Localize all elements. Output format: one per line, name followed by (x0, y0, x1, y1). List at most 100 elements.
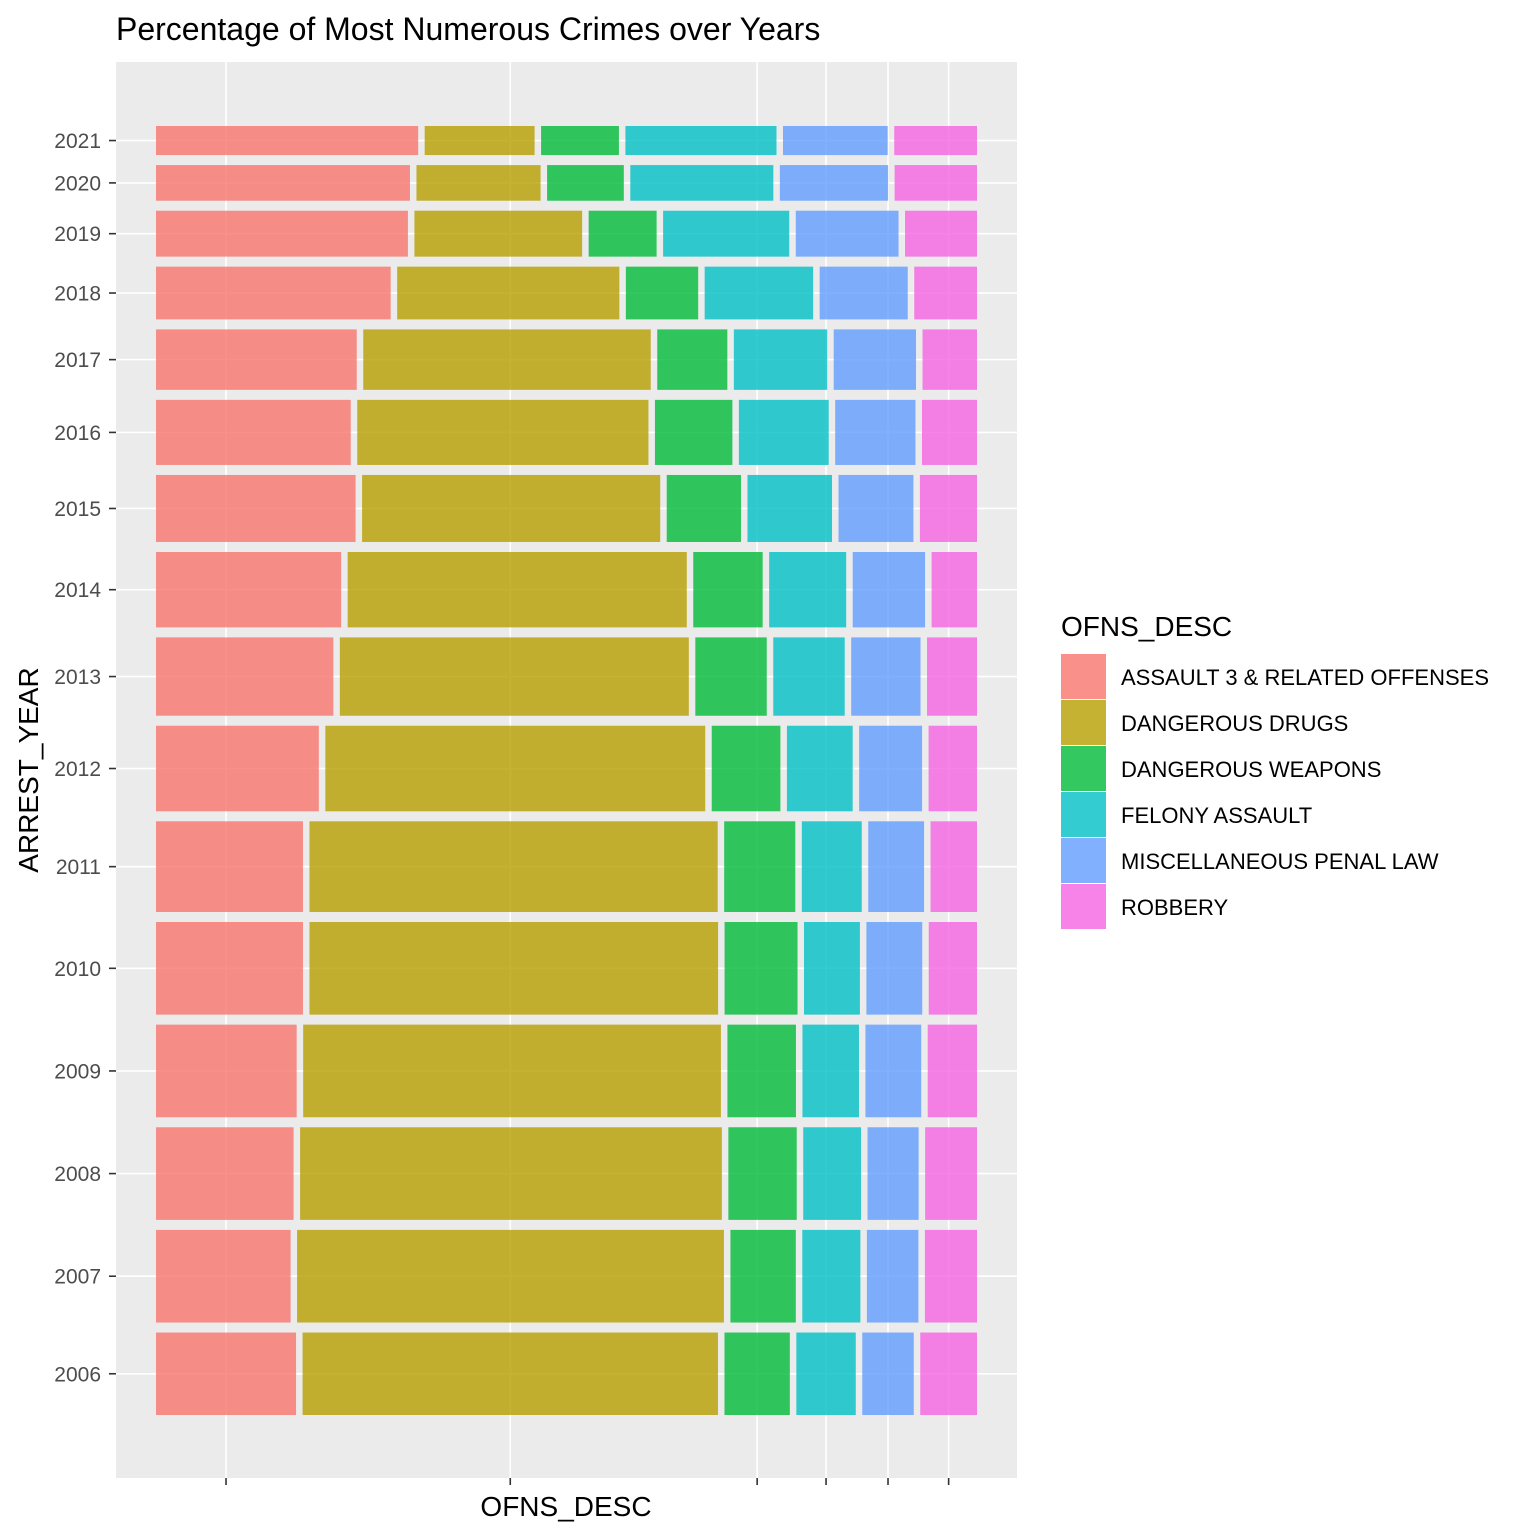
y-tick-label-2013: 2013 (54, 666, 101, 689)
tile-2015-5 (838, 474, 914, 542)
tile-2015-1 (156, 474, 356, 542)
tile-2013-3 (695, 637, 767, 716)
tile-2013-6 (927, 637, 977, 716)
tile-2014-3 (693, 551, 763, 628)
tile-2017-6 (922, 329, 977, 390)
tile-2014-2 (347, 551, 687, 628)
tile-2020-3 (547, 165, 624, 201)
tile-2016-6 (921, 399, 977, 465)
tile-2008-5 (867, 1127, 919, 1220)
legend-label-6: ROBBERY (1121, 895, 1229, 920)
tile-2007-5 (866, 1229, 919, 1323)
tile-2021-6 (894, 126, 977, 156)
tile-2008-1 (156, 1127, 294, 1220)
tile-2020-1 (156, 165, 410, 201)
tile-2015-3 (666, 474, 741, 542)
tile-2008-3 (728, 1127, 797, 1220)
y-tick-label-2014: 2014 (54, 579, 101, 602)
tile-2020-4 (630, 165, 774, 201)
y-tick-label-2015: 2015 (54, 498, 101, 521)
tile-2019-5 (795, 210, 899, 257)
tile-2011-3 (724, 821, 796, 912)
tile-2012-6 (928, 725, 977, 812)
tile-2017-1 (156, 329, 357, 390)
tile-2018-2 (397, 266, 620, 320)
tile-2013-2 (339, 637, 689, 716)
tile-2007-3 (730, 1229, 796, 1323)
tile-2010-3 (724, 922, 798, 1015)
tile-2010-2 (309, 922, 719, 1015)
tile-2008-4 (803, 1127, 862, 1220)
tile-2011-2 (309, 821, 718, 912)
tile-2014-4 (769, 551, 847, 628)
tile-2017-5 (833, 329, 917, 390)
tile-2014-1 (156, 551, 342, 628)
tile-2016-4 (738, 399, 829, 465)
y-tick-label-2007: 2007 (54, 1266, 101, 1289)
tile-2021-2 (424, 126, 535, 156)
tile-2011-5 (868, 821, 925, 912)
legend-key-3 (1061, 746, 1106, 791)
tile-2021-3 (541, 126, 619, 156)
tile-2021-5 (782, 126, 888, 156)
tile-2013-4 (773, 637, 845, 716)
tile-2008-2 (300, 1127, 722, 1220)
y-tick-label-2011: 2011 (56, 856, 101, 879)
tile-2012-5 (859, 725, 923, 812)
tile-2013-1 (156, 637, 334, 716)
y-tick-label-2016: 2016 (54, 422, 101, 445)
tile-2009-1 (156, 1024, 297, 1118)
tile-2016-1 (156, 399, 351, 465)
y-tick-label-2020: 2020 (54, 172, 101, 195)
tile-2020-6 (894, 165, 977, 201)
tile-2011-4 (801, 821, 862, 912)
tile-2010-5 (866, 922, 923, 1015)
tile-2018-3 (625, 266, 699, 320)
y-tick-label-2021: 2021 (54, 130, 101, 153)
legend-label-1: ASSAULT 3 & RELATED OFFENSES (1121, 665, 1489, 690)
tile-2008-6 (925, 1127, 977, 1220)
tile-2009-2 (303, 1024, 721, 1118)
tile-2007-4 (802, 1229, 861, 1323)
y-tick-label-2006: 2006 (54, 1363, 101, 1386)
tile-2015-2 (362, 474, 661, 542)
legend-key-5 (1061, 838, 1106, 883)
tile-2007-1 (156, 1229, 291, 1323)
x-axis-title: OFNS_DESC (480, 1491, 651, 1522)
mosaic-tiles (156, 126, 977, 1415)
legend: OFNS_DESC ASSAULT 3 & RELATED OFFENSES DA… (1061, 611, 1489, 929)
chart-title: Percentage of Most Numerous Crimes over … (116, 11, 820, 47)
tile-2010-1 (156, 922, 303, 1015)
legend-title: OFNS_DESC (1061, 611, 1232, 642)
tile-2009-3 (727, 1024, 796, 1118)
tile-2019-4 (663, 210, 790, 257)
legend-label-5: MISCELLANEOUS PENAL LAW (1121, 849, 1439, 874)
tile-2011-6 (930, 821, 977, 912)
tile-2007-6 (924, 1229, 977, 1323)
tile-2015-4 (747, 474, 833, 542)
tile-2010-4 (804, 922, 860, 1015)
legend-label-2: DANGEROUS DRUGS (1121, 711, 1348, 736)
tile-2006-2 (302, 1332, 718, 1415)
tile-2021-4 (625, 126, 777, 156)
tile-2009-6 (927, 1024, 977, 1118)
legend-label-3: DANGEROUS WEAPONS (1121, 757, 1381, 782)
tile-2018-1 (156, 266, 391, 320)
tile-2009-5 (865, 1024, 922, 1118)
tile-2015-6 (919, 474, 977, 542)
tile-2017-3 (657, 329, 728, 390)
y-tick-label-2008: 2008 (54, 1163, 101, 1186)
tile-2013-5 (851, 637, 921, 716)
tile-2020-5 (779, 165, 889, 201)
x-axis-ticks (225, 1478, 950, 1485)
tile-2016-2 (357, 399, 649, 465)
legend-key-1 (1061, 654, 1106, 699)
tile-2006-4 (796, 1332, 856, 1415)
legend-label-4: FELONY ASSAULT (1121, 803, 1312, 828)
tile-2018-4 (704, 266, 814, 320)
y-tick-label-2019: 2019 (54, 223, 101, 246)
tile-2012-3 (711, 725, 781, 812)
tile-2019-6 (905, 210, 977, 257)
tile-2018-5 (819, 266, 908, 320)
